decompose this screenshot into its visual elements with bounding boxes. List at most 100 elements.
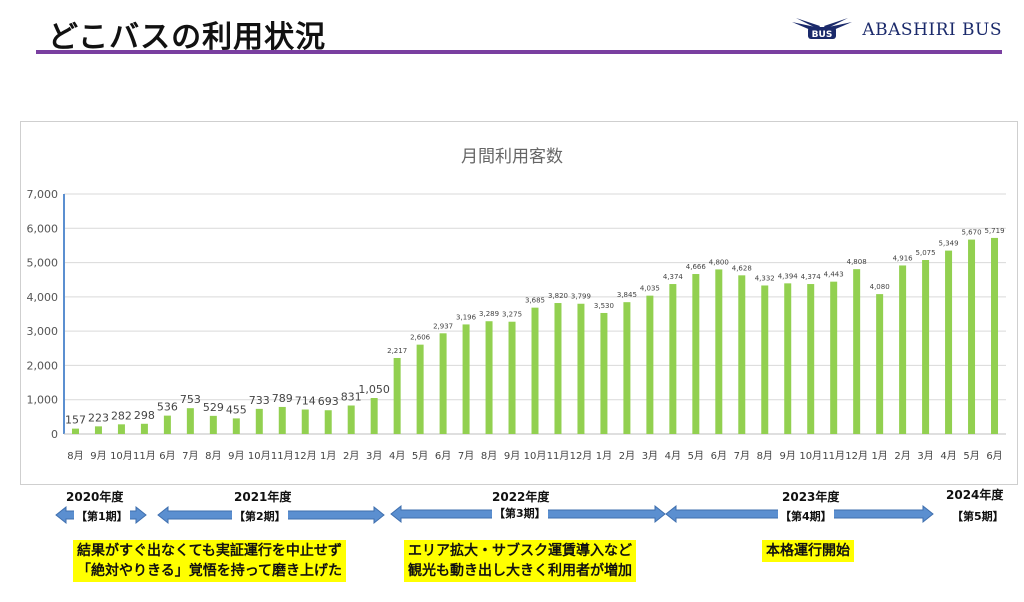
period-label: 【第1期】 [74,508,130,524]
bar [140,423,148,434]
x-tick-label: 6月 [711,450,727,462]
x-tick-label: 8月 [481,450,497,462]
data-label: 4,666 [686,263,707,271]
x-tick-label: 1月 [596,450,612,462]
fiscal-year-label: 2020年度 [66,490,124,504]
x-tick-label: 11月 [547,450,570,462]
bar [393,357,401,434]
x-tick-label: 3月 [642,450,658,462]
x-tick-label: 12月 [570,450,593,462]
note-box: 結果がすぐ出なくても実証運行を中止せず 「絶対やりきる」覚悟を持って磨き上げた [73,540,347,582]
x-tick-label: 2月 [619,450,635,462]
x-tick-label: 12月 [294,450,317,462]
data-label: 1,050 [358,383,390,396]
x-tick-label: 8月 [67,450,83,462]
fiscal-year-label: 2024年度 [946,488,1004,502]
bar [462,324,470,434]
bar [94,426,102,434]
data-label: 4,394 [778,272,799,280]
bar [278,406,286,434]
x-tick-label: 9月 [780,450,796,462]
bar [830,281,838,434]
fiscal-year-label: 2022年度 [492,490,550,504]
data-label: 4,443 [824,271,844,279]
bar [416,344,424,434]
bar [623,302,631,434]
data-label: 5,670 [962,229,982,237]
data-label: 3,196 [456,313,477,321]
bar [876,294,884,434]
note-box: エリア拡大・サブスク運賃導入など 観光も動き出し大きく利用者が増加 [404,540,636,582]
bar [945,250,953,434]
data-label: 455 [226,403,247,416]
data-label: 4,916 [893,254,914,262]
x-tick-label: 5月 [963,450,979,462]
data-label: 5,075 [916,249,936,257]
bar [968,239,976,434]
note-line: 「絶対やりきる」覚悟を持って磨き上げた [77,563,343,579]
bar [761,285,769,434]
note-box: 本格運行開始 [762,540,854,562]
x-tick-label: 1月 [871,450,887,462]
period-label: 【第2期】 [232,508,288,524]
bar [209,415,217,434]
x-tick-label: 7月 [734,450,750,462]
data-label: 831 [341,391,362,404]
bar [301,409,309,434]
y-tick-label: 5,000 [27,257,59,270]
bar [370,398,378,434]
x-tick-label: 6月 [435,450,451,462]
bar [508,321,516,434]
x-tick-label: 8月 [757,450,773,462]
data-label: 2,606 [410,334,431,342]
x-tick-label: 11月 [271,450,294,462]
x-tick-label: 7月 [458,450,474,462]
data-label: 4,035 [640,285,660,293]
data-label: 3,275 [502,311,522,319]
x-tick-label: 7月 [182,450,198,462]
y-tick-label: 3,000 [27,325,59,338]
data-label: 4,628 [732,264,752,272]
bar [991,237,999,434]
x-tick-label: 8月 [205,450,221,462]
note-line: 観光も動き出し大きく利用者が増加 [408,563,632,579]
bar [784,283,792,434]
x-tick-label: 9月 [228,450,244,462]
y-tick-label: 7,000 [27,188,59,201]
x-tick-label: 6月 [986,450,1002,462]
x-tick-label: 10月 [524,450,547,462]
bar [577,303,585,434]
data-label: 529 [203,401,224,414]
x-tick-label: 10月 [248,450,271,462]
bar [71,428,79,434]
x-tick-label: 4月 [940,450,956,462]
note-line: 結果がすぐ出なくても実証運行を中止せず [77,543,342,559]
x-tick-label: 11月 [822,450,845,462]
y-tick-label: 6,000 [27,222,59,235]
x-tick-label: 4月 [389,450,405,462]
bar [255,408,263,434]
data-label: 4,332 [755,274,775,282]
bar [853,269,861,434]
data-label: 733 [249,394,270,407]
data-label: 5,349 [939,240,959,248]
data-label: 693 [318,395,339,408]
period-label: 【第5期】 [950,508,1006,524]
x-tick-label: 10月 [799,450,822,462]
brand-name: ABASHIRI BUS [862,20,1002,40]
y-tick-label: 4,000 [27,291,59,304]
period-label: 【第3期】 [492,505,548,521]
brand-logo-text: BUS [812,30,833,40]
bar [715,269,723,434]
x-tick-label: 2月 [343,450,359,462]
data-label: 3,845 [617,291,637,299]
x-tick-label: 9月 [90,450,106,462]
bar [692,274,700,434]
data-label: 2,937 [433,322,453,330]
y-tick-label: 2,000 [27,359,59,372]
chart-title: 月間利用客数 [461,147,563,167]
data-label: 4,374 [801,273,822,281]
data-label: 3,799 [571,293,591,301]
bar [922,260,930,434]
